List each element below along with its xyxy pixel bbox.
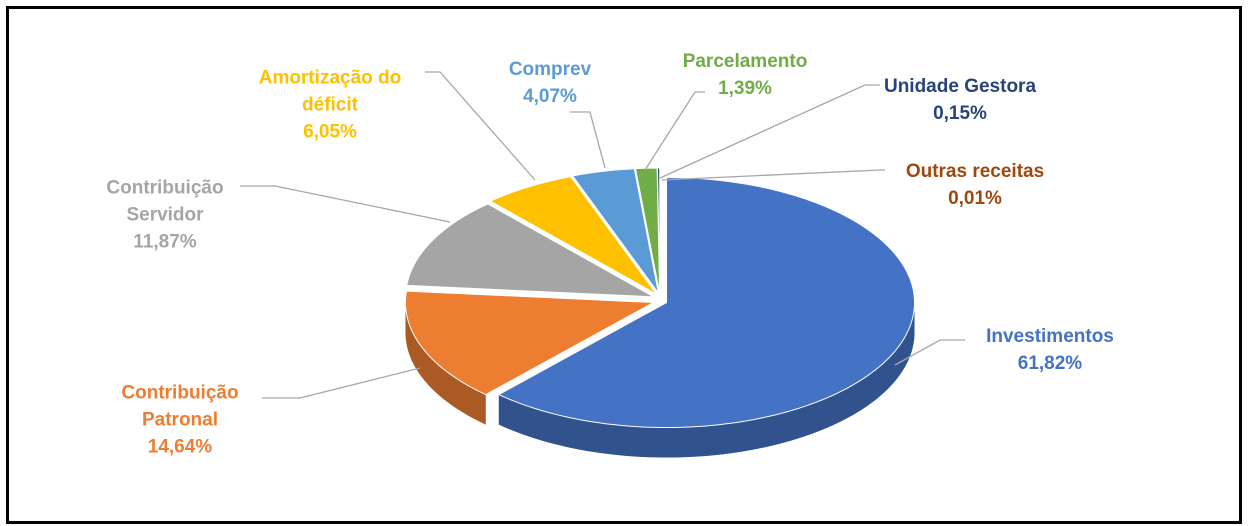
chart-frame — [6, 6, 1242, 524]
category-name: Parcelamento — [682, 51, 808, 72]
value-label: 11,87% — [133, 231, 197, 253]
slice — [404, 290, 656, 396]
category-name: Amortização do déficit — [258, 67, 402, 116]
category-name: Contribuição Patronal — [121, 382, 239, 431]
data-label: Amortização do déficit 6,05% — [230, 65, 430, 146]
slice — [571, 168, 659, 294]
value-label: 0,01% — [948, 188, 1002, 209]
data-label: Comprev 4,07% — [475, 56, 625, 110]
leader-line — [425, 71, 536, 181]
data-label: Contribuição Patronal 14,64% — [95, 380, 265, 461]
category-name: Unidade Gestora — [883, 76, 1037, 97]
value-label: 6,05% — [303, 121, 357, 143]
slice-side — [405, 302, 486, 425]
leader-line — [570, 111, 606, 169]
leader-line — [262, 367, 421, 399]
slice — [406, 203, 654, 298]
data-label: Contribuição Servidor 11,87% — [80, 175, 250, 256]
leader-line — [894, 339, 965, 366]
slice-side-shade — [405, 302, 486, 425]
slice-side-shade — [498, 302, 915, 458]
data-label: Unidade Gestora 0,15% — [850, 73, 1070, 127]
data-label: Parcelamento 1,39% — [660, 48, 830, 102]
slice — [489, 176, 657, 295]
value-label: 4,07% — [523, 86, 577, 107]
category-name: Investimentos — [986, 326, 1114, 347]
value-label: 14,64% — [147, 436, 213, 458]
data-label: Outras receitas 0,01% — [865, 158, 1085, 212]
leader-line — [644, 91, 705, 171]
data-label: Investimentos 61,82% — [950, 323, 1150, 377]
leader-line — [240, 185, 451, 223]
category-name: Outras receitas — [905, 161, 1045, 182]
slice — [497, 177, 916, 429]
value-label: 0,15% — [933, 103, 987, 124]
slice-side — [498, 302, 915, 458]
category-name: Comprev — [508, 59, 592, 80]
category-name: Contribuição Servidor — [106, 177, 224, 226]
value-label: 1,39% — [718, 78, 772, 99]
value-label: 61,82% — [1017, 353, 1083, 374]
leader-line — [659, 84, 880, 179]
leader-line — [661, 169, 885, 181]
